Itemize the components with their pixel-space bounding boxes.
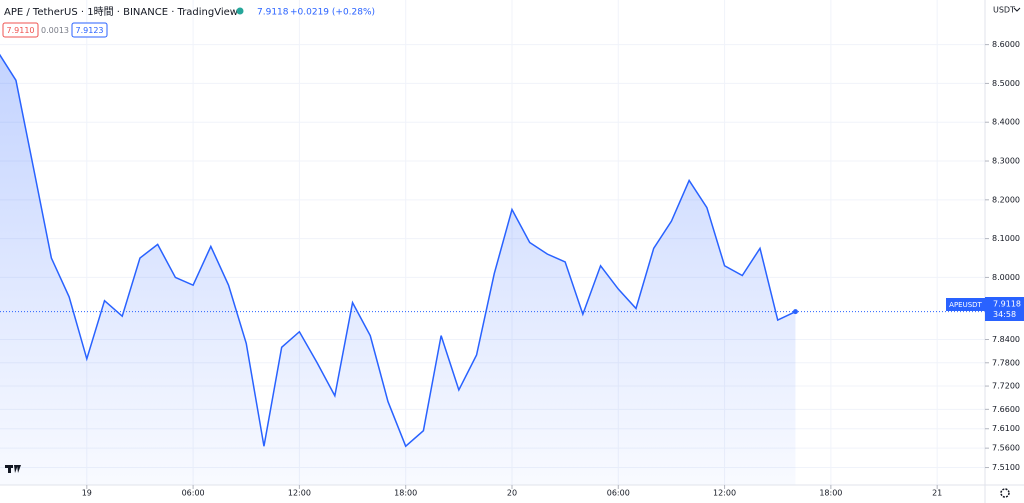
x-tick-label: 20 bbox=[507, 489, 517, 498]
symbol-label: APEUSDT bbox=[949, 301, 982, 309]
area bbox=[0, 55, 796, 485]
spread: 0.0013 bbox=[41, 26, 69, 35]
y-tick-label: 8.5000 bbox=[992, 79, 1020, 88]
price-tag bbox=[985, 297, 1024, 321]
last-price-label: 7.9118 bbox=[993, 300, 1021, 309]
x-tick-label: 21 bbox=[932, 489, 942, 498]
y-tick-label: 7.7200 bbox=[992, 382, 1020, 391]
tv-logo bbox=[5, 465, 21, 473]
x-tick-label: 18:00 bbox=[394, 489, 417, 498]
bid: 7.9110 bbox=[7, 26, 35, 35]
status-dot bbox=[236, 7, 244, 15]
currency-label[interactable]: USDT bbox=[993, 6, 1015, 15]
x-tick-label: 18:00 bbox=[819, 489, 842, 498]
x-tick-label: 06:00 bbox=[182, 489, 205, 498]
header-price: 7.9118 bbox=[257, 8, 289, 18]
chart-title: APE / TetherUS · 1時間 · BINANCE · Trading… bbox=[4, 6, 238, 18]
y-tick-label: 7.5600 bbox=[992, 444, 1020, 453]
y-tick-label: 8.4000 bbox=[992, 118, 1020, 127]
countdown: 34:58 bbox=[993, 310, 1016, 319]
last-point bbox=[792, 309, 798, 315]
ask: 7.9123 bbox=[76, 26, 104, 35]
y-tick-label: 7.6600 bbox=[992, 405, 1020, 414]
y-tick-label: 8.1000 bbox=[992, 234, 1020, 243]
y-tick-label: 7.7800 bbox=[992, 358, 1020, 367]
y-tick-label: 8.2000 bbox=[992, 195, 1020, 204]
x-tick-label: 19 bbox=[82, 489, 92, 498]
header-change: +0.0219 (+0.28%) bbox=[290, 8, 375, 18]
x-tick-label: 12:00 bbox=[288, 489, 311, 498]
dropdown-icon bbox=[1013, 7, 1021, 12]
settings-icon[interactable] bbox=[1000, 488, 1010, 498]
ask-box[interactable] bbox=[71, 22, 108, 38]
y-tick-label: 7.5100 bbox=[992, 463, 1020, 472]
line bbox=[0, 53, 796, 448]
y-tick-label: 7.8400 bbox=[992, 335, 1020, 344]
y-tick-label: 8.6000 bbox=[992, 40, 1020, 49]
y-tick-label: 8.3000 bbox=[992, 157, 1020, 166]
y-tick-label: 8.0000 bbox=[992, 273, 1020, 282]
bid-box[interactable] bbox=[2, 22, 39, 38]
x-tick-label: 06:00 bbox=[607, 489, 630, 498]
y-tick-label: 7.6100 bbox=[992, 424, 1020, 433]
x-tick-label: 12:00 bbox=[713, 489, 736, 498]
symbol-tag bbox=[946, 298, 985, 311]
